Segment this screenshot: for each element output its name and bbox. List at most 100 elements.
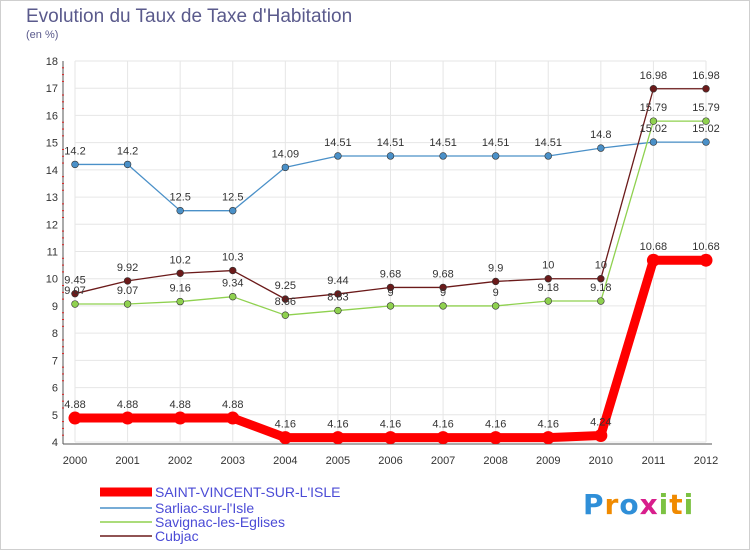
data-label: 15.79 <box>692 102 720 114</box>
logo-letter: t <box>669 488 684 521</box>
data-label: 9.68 <box>432 268 453 280</box>
data-label: 4.16 <box>432 419 453 431</box>
data-label: 16.98 <box>640 70 668 82</box>
chart-unit: (en %) <box>26 29 59 41</box>
y-tick-label: 10 <box>46 274 58 286</box>
legend-label: Sarliac-sur-l'Isle <box>155 500 254 516</box>
data-point <box>386 302 395 310</box>
data-label: 15.79 <box>640 102 668 114</box>
data-label: 14.51 <box>482 137 510 149</box>
x-tick-label: 2008 <box>483 455 507 467</box>
data-label: 9.45 <box>64 275 85 287</box>
x-tick-label: 2001 <box>115 455 139 467</box>
data-label: 14.09 <box>272 148 300 160</box>
data-point <box>176 269 184 277</box>
data-point <box>71 289 79 298</box>
data-label: 14.8 <box>590 129 611 141</box>
data-label: 9.44 <box>327 275 348 287</box>
x-tick-label: 2010 <box>589 455 613 467</box>
data-label: 10.68 <box>692 241 720 253</box>
data-point <box>491 277 500 286</box>
data-point <box>334 306 342 315</box>
data-label: 9 <box>493 287 499 299</box>
y-tick-label: 14 <box>46 165 58 177</box>
data-label: 4.88 <box>64 399 85 411</box>
legend: SAINT-VINCENT-SUR-L'ISLESarliac-sur-l'Is… <box>100 484 341 544</box>
y-tick-label: 12 <box>46 219 58 231</box>
data-label: 9.16 <box>169 283 190 295</box>
data-point <box>702 85 710 93</box>
data-label: 9.68 <box>380 268 401 280</box>
data-point <box>649 138 658 146</box>
logo-letter: r <box>604 488 620 521</box>
y-tick-label: 8 <box>52 328 58 340</box>
proxiti-logo: Proxiti <box>583 488 694 521</box>
data-point <box>489 431 503 445</box>
data-point <box>334 152 342 160</box>
x-tick-label: 2002 <box>168 455 192 467</box>
data-label: 9 <box>440 287 446 299</box>
x-tick-label: 2009 <box>536 455 560 467</box>
y-tick-label: 11 <box>47 247 58 259</box>
data-point <box>229 292 237 301</box>
data-point <box>281 295 290 303</box>
data-label: 12.5 <box>222 192 243 204</box>
data-label: 4.16 <box>485 419 506 431</box>
data-label: 9.25 <box>275 280 296 292</box>
data-label: 9.92 <box>117 262 138 274</box>
x-tick-label: 2000 <box>63 455 87 467</box>
y-tick-label: 7 <box>52 355 58 367</box>
data-label: 9.9 <box>488 262 503 274</box>
axes <box>62 61 712 445</box>
data-point <box>331 431 345 445</box>
y-tick-label: 13 <box>46 192 58 204</box>
logo-letter: i <box>683 488 695 521</box>
data-label: 4.16 <box>380 419 401 431</box>
data-label: 16.98 <box>692 70 720 82</box>
x-tick-label: 2003 <box>221 455 245 467</box>
legend-label: Savignac-les-Eglises <box>155 514 285 530</box>
data-point <box>702 117 710 125</box>
data-label: 9.18 <box>590 282 611 294</box>
data-point <box>544 152 552 160</box>
data-point <box>597 275 605 283</box>
data-point <box>123 160 132 169</box>
data-label: 14.51 <box>377 137 405 149</box>
data-point <box>436 431 450 445</box>
data-point <box>649 117 658 125</box>
y-tick-label: 16 <box>46 110 58 122</box>
data-label: 10.3 <box>222 252 243 264</box>
data-label: 4.88 <box>169 399 190 411</box>
data-point <box>281 311 290 319</box>
data-point <box>646 253 660 267</box>
data-label: 10.2 <box>169 254 190 266</box>
data-point <box>229 206 237 215</box>
data-point <box>123 300 132 308</box>
data-point <box>541 431 555 445</box>
data-label: 10 <box>542 260 554 272</box>
data-point <box>281 163 290 172</box>
x-tick-label: 2012 <box>694 455 718 467</box>
data-label: 14.51 <box>534 137 562 149</box>
data-point <box>544 275 552 283</box>
data-point <box>491 152 500 160</box>
data-point <box>699 253 713 267</box>
y-tick-label: 18 <box>46 56 58 68</box>
data-label: 8.66 <box>275 296 296 308</box>
data-label: 9.18 <box>538 282 559 294</box>
data-point <box>229 266 237 275</box>
grid <box>74 60 707 443</box>
data-point <box>439 283 447 292</box>
y-tick-label: 4 <box>52 437 58 449</box>
data-label: 4.16 <box>275 419 296 431</box>
data-point <box>334 290 342 298</box>
data-point <box>597 144 605 152</box>
data-label: 4.16 <box>538 419 559 431</box>
x-tick-label: 2011 <box>642 455 666 467</box>
y-tick-label: 6 <box>52 383 58 395</box>
data-point <box>597 297 605 305</box>
data-point <box>176 297 184 306</box>
data-label: 9.34 <box>222 278 243 290</box>
y-tick-label: 5 <box>52 410 58 422</box>
legend-label: Cubjac <box>155 528 199 544</box>
